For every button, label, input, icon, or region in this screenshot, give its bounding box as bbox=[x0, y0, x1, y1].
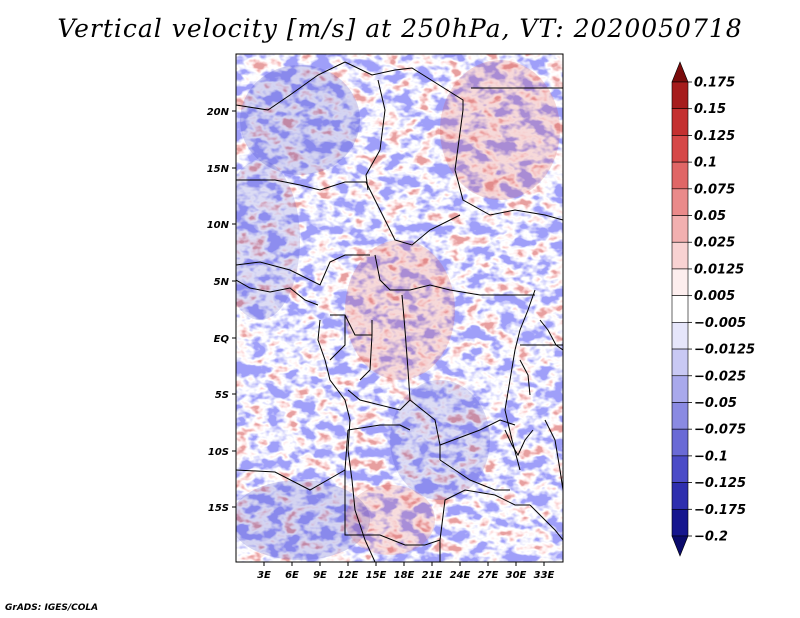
lon-tick-label: 27E bbox=[478, 570, 499, 581]
colorbar-segment bbox=[671, 188, 689, 216]
colorbar-bottom-arrow bbox=[671, 535, 689, 557]
lat-tick-label: 10N bbox=[207, 220, 230, 231]
colorbar-label: −0.005 bbox=[694, 316, 746, 331]
colorbar-label: 0.1 bbox=[694, 156, 717, 171]
colorbar-label: −0.125 bbox=[694, 476, 746, 491]
colorbar-segment bbox=[671, 428, 689, 457]
colorbar-label: 0.075 bbox=[694, 182, 735, 197]
colorbar-segment bbox=[671, 322, 689, 350]
lon-tick-label: 9E bbox=[313, 570, 327, 581]
colorbar: 0.175 0.15 0.125 0.1 0.075 0.05 0.025 0.0125 0.0… bbox=[671, 61, 755, 557]
colorbar-label: 0.125 bbox=[694, 129, 735, 144]
colorbar-label: 0.025 bbox=[694, 236, 735, 251]
colorbar-segment bbox=[671, 402, 689, 430]
colorbar-label: −0.025 bbox=[694, 369, 746, 384]
colorbar-segment bbox=[671, 81, 689, 110]
colorbar-segment bbox=[671, 508, 689, 537]
chart-title: Vertical velocity [m/s] at 250hPa, VT: 2… bbox=[57, 14, 743, 43]
colorbar-segment bbox=[671, 482, 689, 510]
country-boundaries bbox=[236, 61, 563, 562]
footer-credit: GrADS: IGES/COLA bbox=[5, 603, 99, 613]
map-frame bbox=[235, 53, 564, 563]
colorbar-label: 0.005 bbox=[694, 289, 735, 304]
colorbar-segment bbox=[671, 241, 689, 270]
colorbar-segment bbox=[671, 161, 689, 190]
colorbar-label: 0.175 bbox=[694, 76, 735, 91]
colorbar-segment bbox=[671, 375, 689, 403]
velocity-field bbox=[236, 54, 563, 562]
lat-tick-label: 5S bbox=[215, 390, 229, 401]
lon-tick-label: 12E bbox=[338, 570, 359, 581]
colorbar-segment bbox=[671, 348, 689, 377]
lat-tick-label: 15S bbox=[208, 503, 229, 514]
colorbar-label: 0.15 bbox=[694, 102, 726, 117]
lat-tick-label: 20N bbox=[207, 107, 230, 118]
colorbar-label: −0.1 bbox=[694, 449, 728, 464]
colorbar-segment bbox=[671, 268, 689, 296]
colorbar-segment bbox=[671, 295, 689, 323]
lon-tick-label: 24E bbox=[450, 570, 471, 581]
colorbar-label: −0.075 bbox=[694, 423, 746, 438]
colorbar-segment bbox=[671, 455, 689, 483]
colorbar-label: 0.05 bbox=[694, 209, 726, 224]
lat-tick-label: 10S bbox=[208, 447, 229, 458]
colorbar-label: −0.175 bbox=[694, 503, 746, 518]
lon-tick-label: 30E bbox=[506, 570, 527, 581]
colorbar-segment bbox=[671, 215, 689, 243]
colorbar-segment bbox=[671, 108, 689, 136]
lat-tick-label: EQ bbox=[214, 334, 230, 345]
lon-tick-label: 18E bbox=[394, 570, 415, 581]
lon-tick-label: 33E bbox=[534, 570, 555, 581]
lon-tick-label: 15E bbox=[366, 570, 387, 581]
colorbar-label: −0.0125 bbox=[694, 343, 755, 358]
colorbar-label: −0.2 bbox=[694, 530, 728, 545]
lat-tick-label: 15N bbox=[207, 164, 230, 175]
lon-tick-label: 3E bbox=[257, 570, 271, 581]
latitude-axis: 20N 15N 10N 5N EQ 5S 10S 15S bbox=[207, 107, 236, 514]
lon-tick-label: 21E bbox=[422, 570, 443, 581]
colorbar-segment bbox=[671, 135, 689, 163]
colorbar-label: −0.05 bbox=[694, 396, 737, 411]
lat-tick-label: 5N bbox=[214, 277, 230, 288]
longitude-axis: 3E 6E 9E 12E 15E 18E 21E 24E 27E 30E 33E bbox=[257, 562, 555, 581]
colorbar-top-arrow bbox=[671, 61, 689, 83]
colorbar-label: 0.0125 bbox=[694, 262, 744, 277]
lon-tick-label: 6E bbox=[285, 570, 299, 581]
